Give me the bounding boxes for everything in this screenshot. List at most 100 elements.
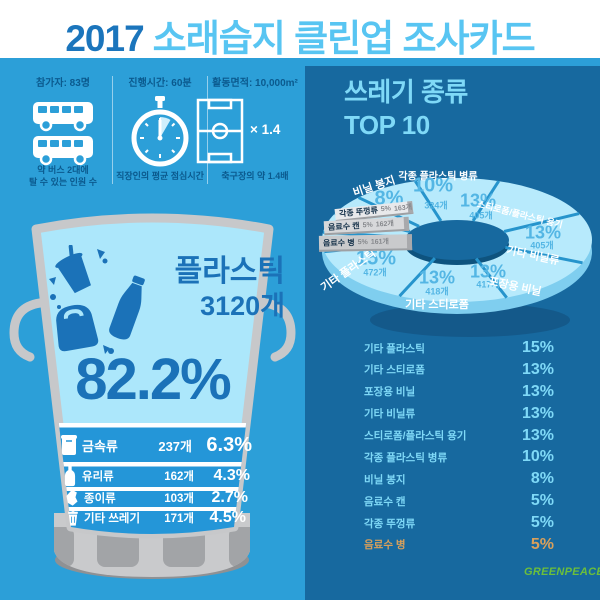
stat-participants-caption: 약 버스 2대에 탈 수 있는 인원 수 [29,165,97,188]
paper-icon [60,489,84,507]
can-row-percent: 4.3% [213,467,250,484]
legend-percent: 15% [521,339,554,356]
slice-count: 418개 [425,286,449,297]
legend-percent: 5% [530,492,554,510]
slice-percent: 13% [524,222,562,243]
slice-label: 기타 스티로폼 [405,299,469,311]
legend-row: 기타 비닐류 13% [364,405,554,423]
legend-row: 음료수 캔 5% [364,492,554,510]
slice-count: 417개 [476,279,500,290]
stat-divider [112,76,113,184]
legend-percent: 13% [521,360,554,378]
plastic-debris-icons [49,245,145,354]
stat-duration-caption: 직장인의 평균 점심시간 [116,171,204,181]
top10-heading-line1: 쓰레기 종류 [344,77,468,107]
legend-row: 포장용 비닐 13% [364,383,554,401]
can-row-count: 171개 [164,512,194,525]
legend-label: 기타 플라스틱 [364,342,425,355]
soccer-field-icon [196,98,244,164]
legend-label: 비닐 봉지 [364,473,406,486]
legend-label: 포장용 비닐 [364,386,416,399]
can-row-glass: 유리류 162개 4.3% [58,465,252,487]
legend-row: 기타 플라스틱 15% [364,339,554,357]
legend-label: 기타 비닐류 [364,408,416,421]
legend-percent: 13% [521,404,554,422]
can-row-paper: 종이류 103개 2.7% [60,489,250,506]
can-row-percent: 6.3% [206,433,252,456]
ledge-percent: 5% [362,221,373,229]
slice-count: 472개 [363,267,387,278]
bus-icon [33,102,93,166]
can-row-count: 162개 [164,471,194,483]
ledge-count: 162개 [375,220,395,229]
legend-row: 각종 뚜껑류 5% [364,514,554,532]
legend-row: 음료수 병 5% [364,536,554,554]
top10-heading: 쓰레기 종류 TOP 10 [344,76,584,141]
slice-percent: 13% [469,261,507,282]
title-text: 소래습지 클린업 조사카드 [152,18,536,59]
top10-heading-line2: TOP 10 [344,109,430,140]
ledge-percent: 5% [380,205,392,214]
plastic-bottle-icon [109,275,145,340]
legend-label: 각종 뚜껑류 [364,517,416,530]
slice-count: 405개 [469,210,493,221]
ledge-percent: 5% [357,238,368,246]
legend-row: 비닐 봉지 8% [364,470,554,488]
can-row-metal: 금속류 237개 6.3% [56,429,256,461]
donut-chart-zone: 각종 플라스틱 병류 10% 324개 13% 405개 스티로폼/플라스틱 용… [315,148,600,343]
legend-percent: 8% [530,470,554,488]
ledge-label: 음료수 캔 [327,220,360,232]
right-panel-top-strip [305,58,600,66]
plastic-cup-icon [55,245,91,294]
can-row-percent: 2.7% [211,488,248,506]
legend-percent: 5% [530,535,554,553]
legend-percent: 13% [521,382,554,400]
stat-duration-label: 진행시간: 60분 [128,78,192,89]
legend-row: 스티로폼/플라스틱 용기 13% [364,427,554,445]
can-row-percent: 4.5% [209,508,246,526]
legend-label: 기타 스티로폼 [364,364,425,377]
legend-label: 각종 플라스틱 병류 [364,451,448,464]
legend-percent: 10% [521,448,554,466]
slice-percent: 13% [459,190,497,211]
field-multiplier: × 1.4 [250,122,281,137]
slice-percent: 13% [418,267,456,288]
can-row-label: 기타 쓰레기 [84,512,141,525]
top10-legend: 기타 플라스틱 15% 기타 스티로폼 13% 포장용 비닐 13% 기타 비닐류 13… [364,339,554,554]
glass-bottle-icon [58,465,82,487]
can-row-other: 기타 쓰레기 171개 4.5% [62,509,248,526]
legend-row: 기타 스티로폼 13% [364,361,554,379]
can-handle-icon [9,298,296,362]
legend-row: 각종 플라스틱 병류 10% [364,448,554,466]
legend-percent: 13% [521,426,554,444]
slice-percent: 10% [412,174,454,197]
can-row-count: 237개 [158,438,192,454]
slice-percent: 15% [355,247,397,270]
legend-label: 스티로폼/플라스틱 용기 [364,430,467,442]
plastic-main-percent: 82.2% [75,347,231,412]
can-row-label: 종이류 [84,492,116,505]
can-row-count: 103개 [164,492,194,505]
can-row-label: 유리류 [82,471,114,483]
ledge-count: 161개 [370,238,389,246]
slice-count: 324개 [424,200,448,211]
slice-label: 각종 플라스틱 병류 [398,171,478,183]
plastic-main-label: 플라스틱 [174,255,285,288]
can-icon [56,432,82,458]
stat-participants-label: 참가자: 83명 [35,78,91,89]
stopwatch-icon [131,96,189,167]
can-row-label: 금속류 [82,438,118,454]
stat-area-caption: 축구장의 약 1.4배 [221,171,289,181]
ledge-beverage-bottle: 음료수 병 5% 161개 [318,234,413,252]
stat-area-label: 활동면적: 10,000m² [212,78,298,89]
legend-label: 음료수 캔 [364,495,406,508]
legend-percent: 5% [530,514,554,531]
greenpeace-logo: GREENPEACE [524,566,600,578]
ledge-count: 163개 [393,203,413,213]
ledge-label: 음료수 병 [322,237,355,248]
plastic-main-count: 3120개 [200,291,285,321]
legend-label: 음료수 병 [364,539,406,552]
slice-count: 405개 [530,240,554,251]
page-title: 2017 소래습지 클린업 조사카드 [0,8,600,62]
trash-bin-icon [62,509,84,527]
